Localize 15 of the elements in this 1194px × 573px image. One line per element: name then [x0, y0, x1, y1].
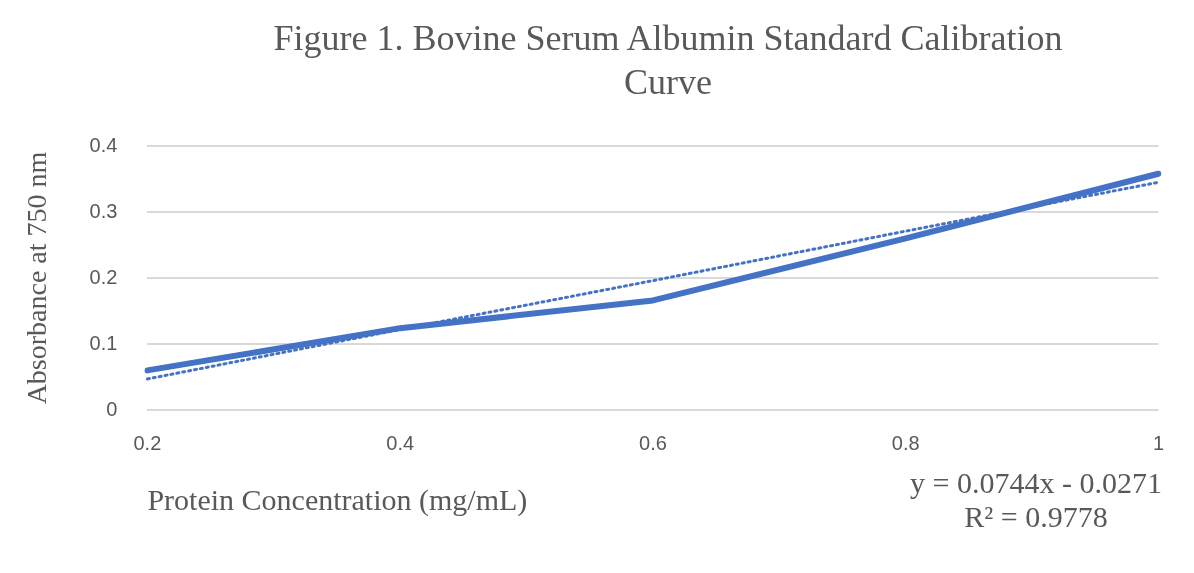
- text: R² = 0.9778: [964, 499, 1108, 533]
- x-tick-label: 0.6: [639, 431, 667, 454]
- x-tick-label: 1: [1152, 431, 1164, 454]
- y-tick-label: 0.4: [89, 133, 118, 156]
- x-tick-label: 0.2: [133, 431, 162, 454]
- y-tick-label: 0.3: [89, 199, 118, 222]
- y-tick-label: 0.1: [89, 331, 118, 354]
- y-axis-title: Absorbance at 750 nm: [21, 151, 53, 405]
- x-tick-label: 0.4: [386, 431, 415, 454]
- x-axis-title: Protein Concentration (mg/mL): [147, 482, 528, 517]
- y-tick-label: 0: [106, 397, 118, 420]
- text: y = 0.0744x - 0.0271: [910, 465, 1162, 499]
- chart-title: Figure 1. Bovine Serum Albumin Standard Calibration Curve: [272, 17, 1064, 104]
- y-tick-label: 0.2: [89, 265, 118, 288]
- x-tick-label: 0.8: [891, 431, 920, 454]
